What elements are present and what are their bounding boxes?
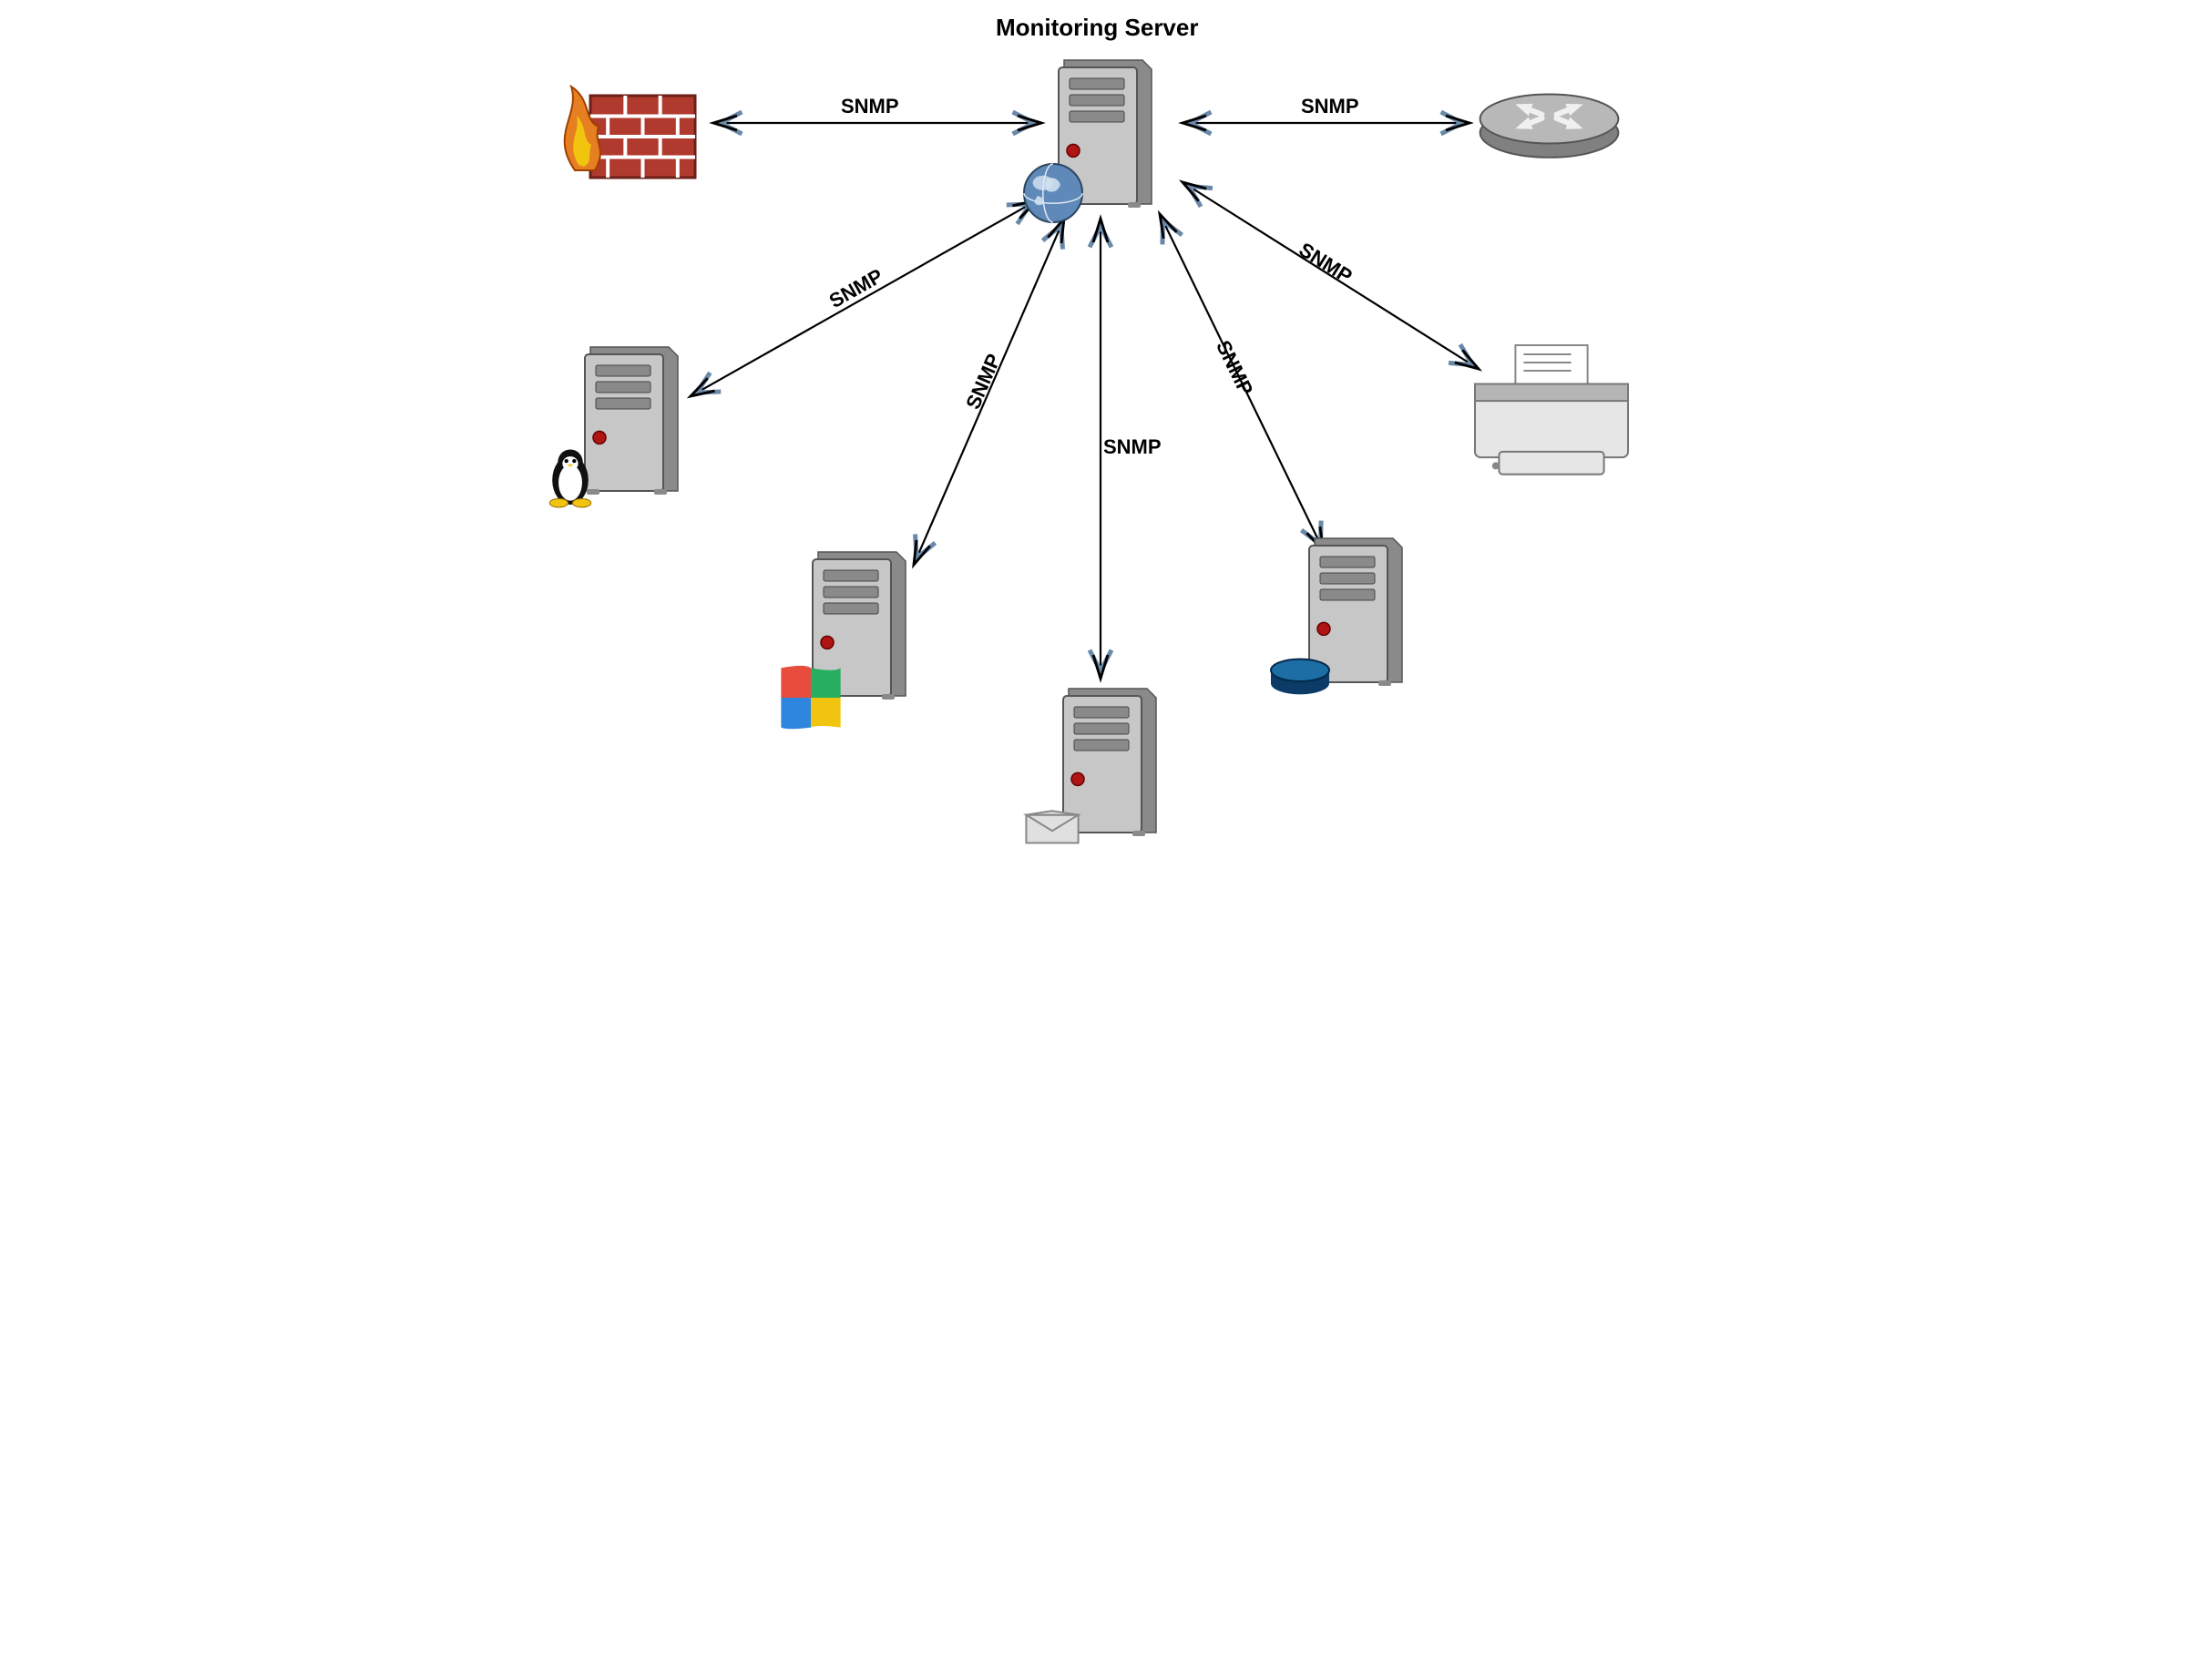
- node-router: [1474, 82, 1624, 164]
- diagram-canvas: Monitoring ServerSNMPSNMPSNMPSNMPSNMPSNM…: [531, 0, 1681, 871]
- node-windows: [809, 547, 909, 701]
- edge-label: SNMP: [1103, 435, 1162, 459]
- edge-label: SNMP: [1211, 337, 1257, 400]
- edge-label: SNMP: [1301, 95, 1359, 118]
- node-linux: [581, 342, 681, 496]
- router-icon: [1419, 27, 1679, 219]
- server-icon: [1000, 0, 1210, 264]
- node-mail: [1060, 683, 1160, 838]
- firewall-icon: [495, 23, 754, 241]
- node-db: [1306, 533, 1406, 688]
- node-printer: [1470, 342, 1633, 483]
- printer-icon: [1415, 287, 1688, 537]
- node-firewall: [549, 77, 700, 187]
- edge-label: SNMP: [1295, 238, 1357, 289]
- server-icon: [527, 287, 736, 551]
- server-icon: [1005, 628, 1214, 893]
- edge-label: SNMP: [825, 264, 887, 313]
- edge-label: SNMP: [841, 95, 899, 118]
- node-monitor: [1055, 55, 1155, 210]
- edge-label: SNMP: [961, 351, 1006, 414]
- server-icon: [754, 492, 964, 756]
